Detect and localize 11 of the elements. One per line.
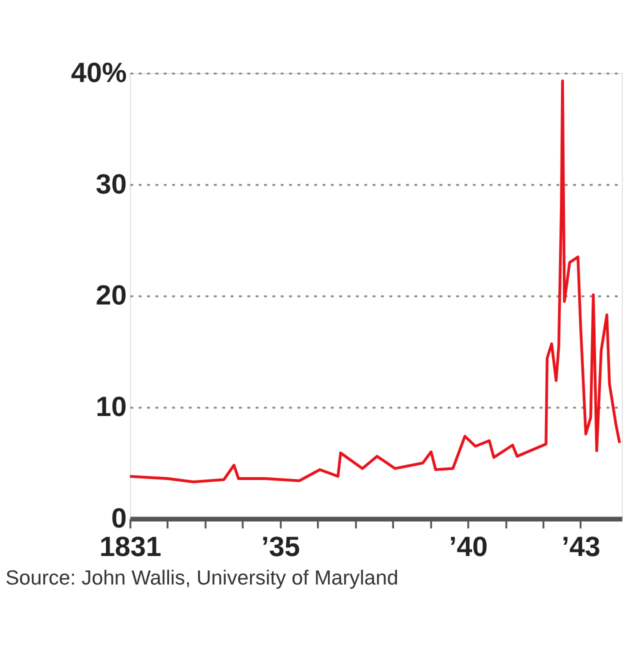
x-tick-label: ’35 bbox=[261, 531, 300, 562]
y-tick-label: 0 bbox=[111, 502, 127, 534]
y-tick-label: 20 bbox=[96, 280, 127, 311]
y-tick-label: 10 bbox=[96, 391, 127, 422]
source-note: Source: John Wallis, University of Maryland bbox=[6, 568, 398, 590]
y-tick-label: 40% bbox=[70, 56, 127, 88]
x-tick-label: ’43 bbox=[562, 531, 600, 562]
x-tick-label: 1831 bbox=[99, 531, 162, 562]
line-series bbox=[128, 80, 622, 484]
x-tick-label: ’40 bbox=[449, 531, 488, 562]
y-tick-label: 30 bbox=[96, 168, 127, 200]
